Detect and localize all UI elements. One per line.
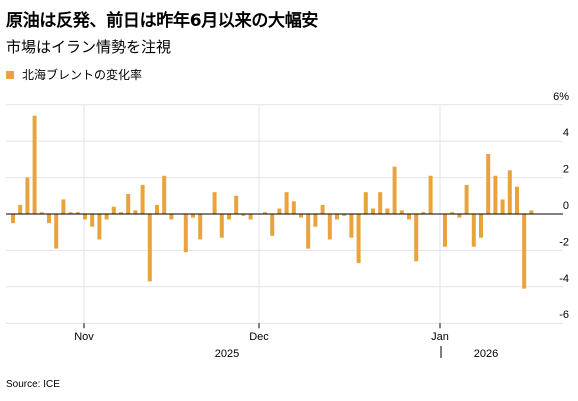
bar: [284, 192, 289, 214]
bar: [479, 214, 483, 238]
y-tick-label: -6: [559, 309, 569, 321]
bar: [407, 214, 411, 220]
bar: [277, 208, 282, 214]
legend-swatch: [6, 70, 14, 79]
bar: [306, 214, 311, 249]
bar: [133, 210, 138, 214]
bar: [248, 214, 253, 220]
bar: [414, 214, 419, 262]
bar: [385, 208, 390, 214]
bar: [83, 214, 87, 220]
bar: [191, 214, 195, 218]
bar: [500, 199, 505, 214]
bar: [126, 193, 131, 214]
bar: [399, 210, 404, 214]
bar: [155, 204, 159, 214]
bar: [486, 153, 491, 214]
bar: [147, 214, 152, 282]
bar: [522, 214, 527, 289]
bar: [291, 201, 296, 214]
bar: [471, 214, 476, 247]
year-label: 2026: [474, 348, 498, 360]
bar: [327, 214, 332, 240]
bar: [198, 214, 203, 240]
bar: [90, 214, 95, 227]
bar: [457, 214, 462, 218]
bar: [140, 184, 145, 214]
bar: [11, 214, 15, 224]
bar: [342, 214, 347, 216]
x-tick-label: Jan: [431, 331, 449, 343]
bar: [356, 214, 361, 264]
bar: [32, 115, 37, 214]
bar: [212, 192, 217, 214]
bar: [443, 214, 447, 247]
bar: [227, 214, 231, 220]
bar: [111, 206, 116, 214]
bar: [169, 214, 174, 220]
bar: [183, 214, 188, 253]
bar: [299, 214, 303, 218]
bar: [263, 212, 267, 214]
y-tick-label: 4: [563, 127, 569, 139]
y-tick-label: 0: [563, 200, 569, 212]
bar: [104, 214, 109, 220]
bar: [241, 214, 246, 216]
bar: [450, 212, 455, 214]
bar: [507, 170, 512, 214]
legend-label: 北海ブレントの変化率: [22, 68, 143, 82]
x-tick-label: Dec: [249, 331, 269, 343]
y-tick-label: -2: [559, 236, 569, 248]
chart-subtitle: 市場はイラン情勢を注視: [6, 38, 172, 56]
bar: [371, 208, 375, 214]
legend: 北海ブレントの変化率: [6, 66, 142, 83]
bar: [464, 184, 469, 214]
bar: [493, 175, 498, 214]
bar: [162, 175, 167, 214]
bar: [313, 214, 318, 227]
bar: [18, 204, 23, 214]
bar: [270, 214, 275, 236]
bar: [349, 214, 354, 238]
bar: [428, 175, 433, 214]
bar: [54, 214, 59, 249]
bar: [61, 199, 66, 214]
x-tick-label: Nov: [74, 331, 94, 343]
y-tick-label: 2: [563, 164, 569, 176]
chart-title: 原油は反発、前日は昨年6月以来の大幅安: [6, 11, 319, 31]
bar: [97, 214, 102, 240]
bar: [47, 214, 51, 224]
bar: [75, 212, 80, 214]
year-label: 2025: [215, 348, 239, 360]
bar: [68, 212, 73, 214]
bar: [39, 212, 44, 214]
bar: [320, 204, 325, 214]
source-note: Source: ICE: [6, 379, 60, 390]
bar: [421, 212, 426, 214]
bar: [392, 166, 397, 214]
bar: [119, 212, 123, 214]
y-tick-label: -4: [559, 273, 569, 285]
bar: [219, 214, 224, 238]
bar: [234, 195, 239, 214]
bar: [363, 192, 368, 214]
y-tick-label: 6%: [553, 91, 569, 103]
bar: [25, 177, 30, 214]
bar: [529, 210, 534, 214]
bar: [335, 214, 339, 220]
bar: [515, 186, 519, 214]
bar: [378, 192, 383, 214]
